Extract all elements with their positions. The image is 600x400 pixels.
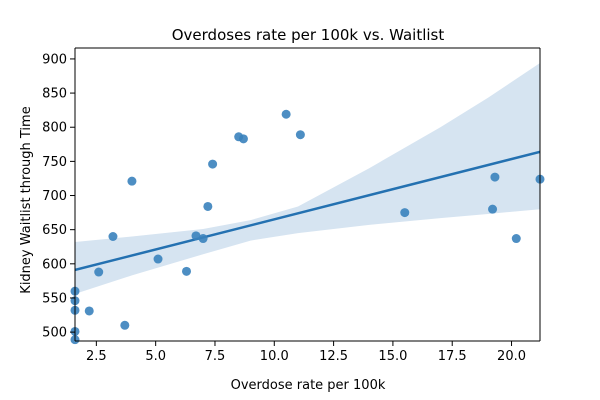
regression-line [75,150,540,272]
x-tick-label: 10.0 [260,349,289,364]
data-point [94,267,104,277]
data-point [490,172,500,182]
data-point [198,234,208,244]
x-tick-label: 5.0 [145,349,166,364]
confidence-band [75,63,540,294]
data-point [511,234,521,244]
data-point [191,231,201,241]
y-tick-label: 650 [42,223,67,238]
y-tick-label: 750 [42,155,67,170]
x-tick-label: 12.5 [319,349,348,364]
data-point [238,134,248,144]
axes [74,47,541,342]
x-tick-label: 20.0 [497,349,526,364]
regression-line-layer [75,150,540,272]
chart-title: Overdoses rate per 100k vs. Waitlist [172,26,445,44]
y-tick-label: 800 [42,121,67,136]
data-point [108,232,118,242]
data-point [84,306,94,316]
data-point [281,109,291,119]
data-point [153,254,163,264]
x-tick-label: 17.5 [438,349,467,364]
data-point [182,266,192,276]
y-tick-label: 850 [42,87,67,102]
y-axis-label: Kidney Waitlist through Time [19,106,34,293]
confidence-band-layer [75,63,540,294]
data-point [120,320,130,330]
data-point [488,204,498,214]
x-tick-label: 15.0 [378,349,407,364]
x-tick-label: 2.5 [86,349,107,364]
y-tick-label: 600 [42,257,67,272]
y-tick-label: 900 [42,52,67,67]
data-point [400,208,410,218]
x-axis-ticks: 2.5 5.0 7.5 10.0 12.5 15.0 17.5 20.0 [86,341,526,364]
data-point [295,130,305,140]
y-tick-label: 700 [42,189,67,204]
x-axis-label: Overdose rate per 100k [231,378,386,393]
data-point [208,159,218,169]
x-tick-label: 7.5 [205,349,226,364]
y-tick-label: 500 [42,326,67,341]
data-point [203,201,213,211]
y-tick-label: 550 [42,291,67,306]
data-point [127,176,137,186]
data-points-layer [70,109,545,345]
y-axis-ticks: 500 550 600 650 700 750 800 850 900 [42,52,75,341]
